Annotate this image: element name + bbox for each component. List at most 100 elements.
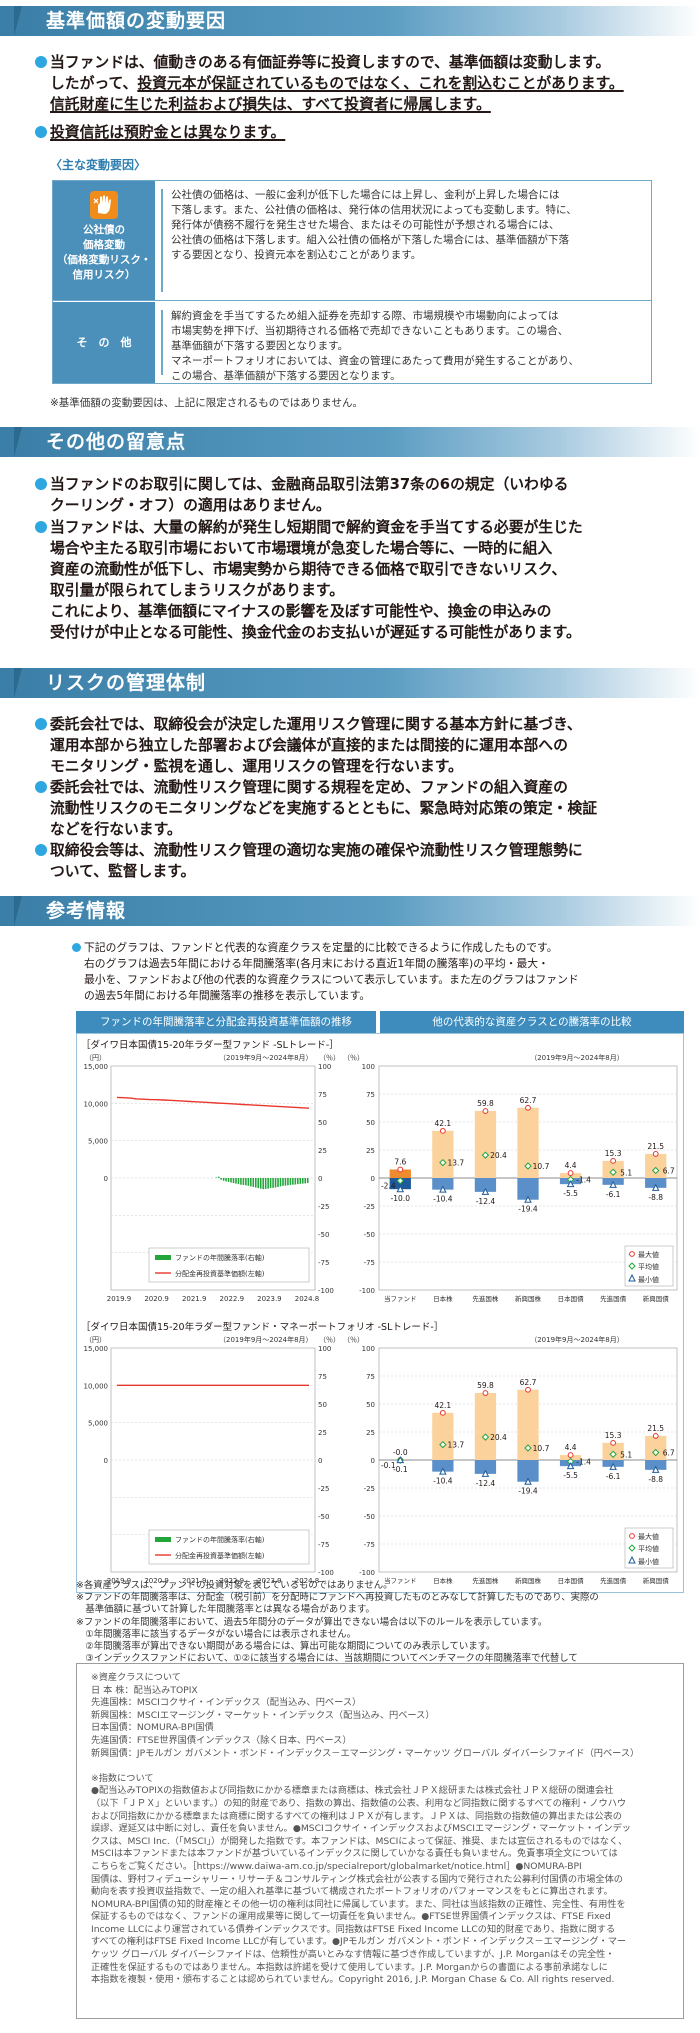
max-bar	[474, 1111, 497, 1178]
compare-y-tick: 0	[371, 1175, 375, 1183]
nav-line	[116, 1096, 310, 1109]
bullet-line: 資産の流動性が低下し、市場実勢から期待できる価格で取引できないリスク、	[50, 561, 567, 578]
fund-return-bar	[304, 1178, 307, 1184]
right-y-tick: 0	[318, 1175, 322, 1183]
fund-return-bar	[274, 1178, 277, 1188]
avg-label: 10.7	[533, 1162, 550, 1171]
max-label: 15.3	[605, 1149, 622, 1158]
fund-return-bar	[282, 1178, 284, 1186]
chart-note-line: ②年間騰落率が算出できない期間がある場合には、算出可能な期間についてのみ表示して…	[76, 1641, 496, 1653]
compare-y-tick: 100	[362, 1063, 375, 1071]
category-label: 先進国株	[472, 1294, 499, 1303]
max-marker	[439, 1409, 446, 1416]
avg-label: -1.4	[576, 1176, 591, 1185]
max-label: 4.4	[565, 1161, 577, 1170]
avg-label: -1.4	[576, 1458, 591, 1467]
fund-return-bar	[245, 1178, 247, 1186]
bullet-text-underlined: 投資元本が保証されているものではなく、これを割込むことがあります。	[137, 75, 624, 92]
compare-y-tick: -25	[364, 1485, 375, 1493]
left-y-tick: 5,000	[88, 1138, 108, 1146]
footnote-line: ※資産クラスについて	[91, 1672, 181, 1683]
bullet-dot-icon	[35, 56, 47, 68]
fund-return-bar	[287, 1178, 289, 1186]
right-y-tick: -50	[318, 1231, 329, 1239]
risk-label-line: 信用リスク）	[72, 269, 136, 281]
avg-marker	[396, 1176, 404, 1185]
max-bar	[517, 1389, 539, 1460]
x-tick: 2019.9	[107, 1295, 132, 1303]
min-marker	[609, 1180, 617, 1188]
bullet-line: 委託会社では、取締役会が決定した運用リスク管理に関する基本方針に基づき、	[50, 716, 582, 733]
category-label: 日本国債	[558, 1576, 585, 1585]
fund-return-bar	[269, 1178, 272, 1189]
footnote-line: MSCIは本ファンドまたは本ファンドが基づいているインデックスに関していかなる責…	[91, 1848, 618, 1860]
min-label: -10.4	[433, 1477, 453, 1486]
reference-intro: 下記のグラフは、ファンドと代表的な資産クラスを定量的に比較できるように作成したも…	[72, 940, 684, 1004]
bullet-line: 受付けが中止となる可能性、換金代金のお支払いが遅延する可能性があります。	[50, 624, 581, 641]
chart-note-line: ①年間騰落率に該当するデータがない場合には表示されません。	[76, 1628, 357, 1640]
right-y-tick: 50	[318, 1401, 327, 1409]
max-marker	[525, 1386, 531, 1393]
bullet-line: 当ファンドは、大量の解約が発生し短期間で解約資金を手当てする必要が生じた	[50, 519, 583, 536]
min-marker	[524, 1195, 532, 1203]
chart-note-line: 基準価額に基づいて計算した年間騰落率とは異なる場合があります。	[76, 1604, 375, 1616]
fund-return-bar	[247, 1178, 250, 1186]
left-y-tick: 10,000	[84, 1382, 109, 1390]
footnote-line: 誤謬、遅延又は中断に対し、責任を負いません。●MSCIコクサイ・インデックスおよ…	[91, 1823, 631, 1835]
x-tick: 2023.9	[257, 1295, 282, 1303]
risk-row-description: 公社債の価格は、一般に金利が低下した場合には上昇し、金利が上昇した場合には 下落…	[155, 181, 651, 300]
section-title: 参考情報	[46, 900, 127, 922]
bullet-line: 取引量が限られてしまうリスクがあります。	[50, 582, 345, 599]
left-y-tick: 5,000	[88, 1420, 108, 1428]
legend-label-nav: 分配金再投資基準価額(左軸)	[175, 1551, 265, 1560]
compare-y-tick: 25	[366, 1429, 375, 1437]
bullet-board-supervision: 取締役会等は、流動性リスク管理の適切な実施の確保や流動性リスク管理態勢に ついて…	[35, 840, 660, 882]
right-y-tick: 75	[318, 1373, 327, 1381]
footnote-line: 正確性を保証するものではありません。本指数は許諾を受けて使用しています。J.P.…	[91, 1961, 608, 1973]
max-marker	[482, 1390, 489, 1396]
max-label: 62.7	[520, 1378, 537, 1387]
category-label: 日本株	[433, 1294, 453, 1303]
max-label: 59.8	[477, 1381, 494, 1390]
compare-y-tick: 0	[371, 1457, 375, 1465]
compare-y-tick: 75	[366, 1091, 375, 1099]
right-y-tick: 50	[318, 1119, 327, 1127]
fund-return-bar	[257, 1178, 260, 1189]
right-y-tick: -100	[318, 1287, 334, 1295]
bullet-line: したがって、投資元本が保証されているものではなく、これを割込むことがあります。	[50, 73, 660, 94]
bullet-line-underlined: 信託財産に生じた利益および損失は、すべて投資者に帰属します。	[50, 96, 491, 113]
risk-desc-line: 市場実勢を押下げ、当初期待される価格で売却できないこともあります。この場合、	[171, 325, 569, 337]
min-bar	[474, 1178, 497, 1192]
legend-max-label: 最大値	[638, 1532, 659, 1541]
min-bar	[432, 1178, 454, 1190]
footnote-line: および同指数にかかる標章または商標に関するすべての権利はＪＰＸが有します。ＪＰＸ…	[91, 1810, 622, 1822]
hand-up-icon	[90, 191, 118, 219]
max-label: 42.1	[435, 1119, 452, 1128]
charts-panel: ［ダイワ日本国債15-20年ラダー型ファンド -SLトレード-］ （2019年9月…	[76, 1033, 684, 1593]
risk-factors-heading: 〈主な変動要因〉	[50, 158, 147, 172]
bullet-dot-icon	[35, 126, 47, 138]
x-tick: 2024.8	[295, 1295, 320, 1303]
right-y-tick: -75	[318, 1259, 329, 1267]
x-tick: 2023.9	[257, 1577, 282, 1585]
min-label: -10.0	[391, 1194, 411, 1203]
footnote-line: （以下「ＪＰＸ」といいます。）の知的財産であり、指数の算出、指数値の公表、利用な…	[91, 1797, 627, 1809]
charts-svg: ［ダイワ日本国債15-20年ラダー型ファンド -SLトレード-］ （2019年9月…	[81, 1039, 678, 1585]
fund-return-bar	[225, 1178, 227, 1182]
chart-note-line: ③インデックスファンドにおいて、①②に該当する場合には、当該期間についてベンチマ…	[76, 1653, 578, 1665]
fund-return-bar	[237, 1178, 240, 1185]
fund-return-bar	[217, 1176, 220, 1178]
section-title: リスクの管理体制	[46, 672, 207, 694]
max-bar	[432, 1412, 454, 1460]
intro-line: 下記のグラフは、ファンドと代表的な資産クラスを定量的に比較できるように作成したも…	[84, 941, 558, 954]
risk-desc-line: 解約資金を手当てするため組入証券を売却する際、市場規模や市場動向によっては	[171, 310, 559, 322]
footnote-line: こちらをご覧ください。［https://www.daiwa-am.co.jp/s…	[91, 1860, 582, 1872]
risk-desc-line: この場合、基準価額が下落する要因となります。	[171, 370, 401, 382]
risk-row-other: そ の 他 解約資金を手当てするため組入証券を売却する際、市場規模や市場動向によ…	[53, 302, 651, 383]
left-axis-unit: （円）	[85, 1336, 106, 1344]
footnote-line: 保証するものではなく、ファンドの運用成果等に関して一切責任を負いません。●FTS…	[91, 1911, 611, 1923]
bullet-dot-icon	[35, 478, 47, 490]
right-y-tick: -25	[318, 1485, 329, 1493]
risk-desc-line: する要因となり、投資元本を割込むことがあります。	[171, 249, 422, 261]
right-y-tick: -75	[318, 1541, 329, 1549]
